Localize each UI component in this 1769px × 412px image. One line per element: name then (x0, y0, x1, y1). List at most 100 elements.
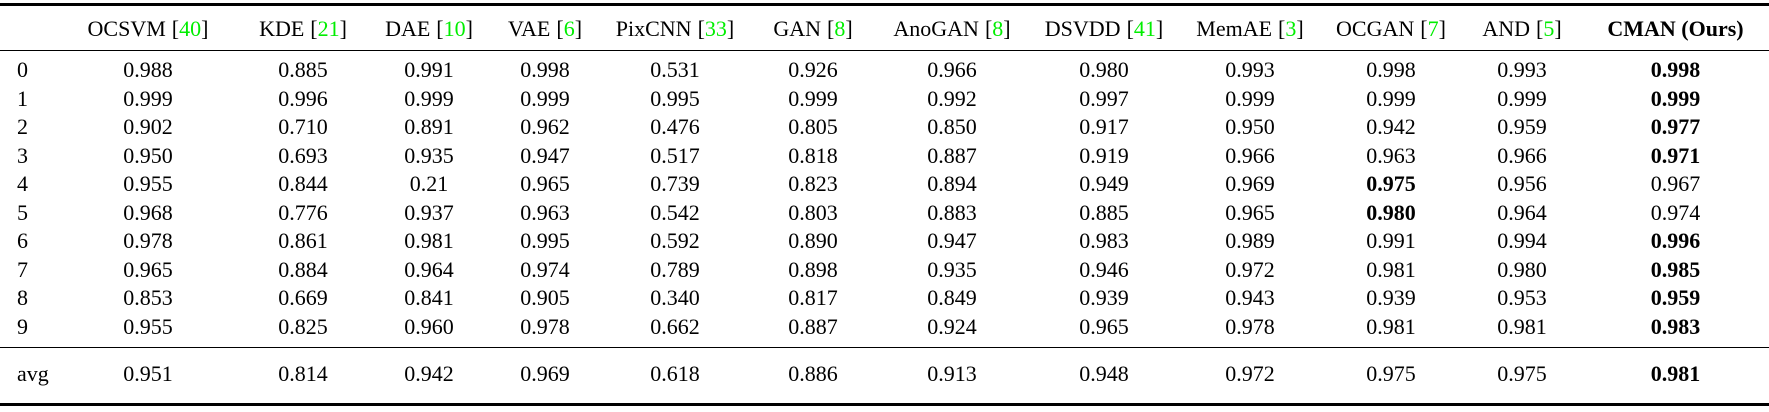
cell-1-ocgan: 0.999 (1366, 85, 1416, 111)
cell-6-vae: 0.995 (520, 228, 570, 253)
cell-2-ocsvm: 0.902 (123, 114, 173, 139)
cell-avg-kde: 0.814 (278, 361, 328, 386)
cell-4-gan: 0.823 (788, 171, 838, 196)
cell-6-pixcnn: 0.592 (650, 228, 700, 253)
cell-avg-dae: 0.942 (404, 361, 454, 386)
cell-7-ocgan: 0.981 (1366, 256, 1416, 282)
row-label-4: 4 (17, 171, 28, 196)
method-name: OCSVM (87, 16, 166, 41)
cell-6-memae: 0.989 (1225, 228, 1275, 253)
cell-3-memae: 0.966 (1225, 142, 1275, 168)
cell-4-pixcnn: 0.739 (650, 171, 700, 196)
cell-8-dsvdd: 0.939 (1079, 285, 1129, 310)
cell-9-gan: 0.887 (788, 313, 838, 339)
cell-3-kde: 0.693 (278, 142, 328, 168)
citation-bracket-open: [ (171, 16, 180, 41)
cell-avg-ocsvm: 0.951 (123, 361, 173, 386)
cell-6-ocsvm: 0.978 (123, 228, 173, 253)
citation-ref: [6] (556, 16, 582, 41)
citation-ref: [8] (985, 16, 1011, 41)
citation-number: 5 (1543, 16, 1555, 41)
cell-6-dae: 0.981 (404, 228, 454, 253)
cell-6-cman-ours: 0.996 (1650, 228, 1701, 253)
cell-5-ocgan: 0.980 (1366, 199, 1416, 225)
col-header-anogan: AnoGAN [8] (876, 5, 1028, 51)
cell-3-ocsvm: 0.950 (123, 142, 173, 168)
citation-bracket-open: [ (1278, 16, 1286, 41)
cell-9-ocgan: 0.981 (1366, 313, 1416, 339)
cell-2-anogan: 0.850 (927, 114, 977, 139)
citation-ref: [8] (827, 16, 853, 41)
cell-8-kde: 0.669 (278, 285, 328, 310)
col-header-cman-ours: CMAN (Ours) (1582, 5, 1769, 51)
cell-8-memae: 0.943 (1225, 285, 1275, 310)
cell-4-anogan: 0.894 (927, 171, 977, 196)
col-header-memae: MemAE [3] (1180, 5, 1320, 51)
row-label-5: 5 (17, 199, 28, 225)
cell-2-pixcnn: 0.476 (650, 114, 700, 139)
cell-8-pixcnn: 0.340 (650, 285, 700, 310)
cell-5-kde: 0.776 (278, 199, 328, 225)
row-label-1: 1 (17, 85, 28, 111)
citation-ref: [21] (310, 16, 347, 41)
cell-4-dsvdd: 0.949 (1079, 171, 1129, 196)
table-row-class-0: 0 0.988 0.885 0.991 0.998 0.531 0.926 0.966 0.98… (0, 51, 1769, 85)
cell-6-and: 0.994 (1497, 228, 1547, 253)
cell-8-gan: 0.817 (788, 285, 838, 310)
cell-9-cman-ours: 0.983 (1650, 313, 1701, 339)
cell-3-dae: 0.935 (404, 142, 454, 168)
cell-0-kde: 0.885 (278, 57, 328, 82)
citation-bracket-close: ] (726, 16, 735, 41)
cell-4-memae: 0.969 (1225, 171, 1275, 196)
citation-bracket-open: [ (1420, 16, 1428, 41)
cell-7-pixcnn: 0.789 (650, 256, 700, 282)
citation-number: 3 (1285, 16, 1297, 41)
cell-7-and: 0.980 (1497, 256, 1547, 282)
cell-5-ocsvm: 0.968 (123, 199, 173, 225)
table-row-class-6: 6 0.978 0.861 0.981 0.995 0.592 0.890 0.947 0.98… (0, 227, 1769, 256)
cell-0-gan: 0.926 (788, 57, 838, 82)
citation-bracket-open: [ (984, 16, 993, 41)
col-header-gan: GAN [8] (750, 5, 876, 51)
method-name: KDE (259, 16, 305, 41)
cell-2-and: 0.959 (1497, 114, 1547, 139)
cell-5-dae: 0.937 (404, 199, 454, 225)
cell-5-vae: 0.963 (520, 199, 570, 225)
citation-bracket-close: ] (1003, 16, 1011, 41)
cell-6-ocgan: 0.991 (1366, 228, 1416, 253)
cell-7-kde: 0.884 (278, 256, 328, 282)
cell-9-anogan: 0.924 (927, 313, 977, 339)
cell-6-kde: 0.861 (278, 228, 328, 253)
cell-8-dae: 0.841 (404, 285, 454, 310)
table-row-class-9: 9 0.955 0.825 0.960 0.978 0.662 0.887 0.924 0.96… (0, 313, 1769, 348)
cell-8-ocgan: 0.939 (1366, 285, 1416, 310)
cell-0-ocsvm: 0.988 (123, 57, 173, 82)
col-header-ocgan: OCGAN [7] (1320, 5, 1462, 51)
cell-avg-gan: 0.886 (788, 361, 838, 386)
method-name: DAE (385, 16, 431, 41)
col-header-and: AND [5] (1462, 5, 1582, 51)
citation-ref: [3] (1278, 16, 1304, 41)
cell-8-vae: 0.905 (520, 285, 570, 310)
cell-8-cman-ours: 0.959 (1650, 285, 1701, 310)
cell-3-vae: 0.947 (520, 142, 570, 168)
citation-ref: [7] (1420, 16, 1446, 41)
cell-avg-memae: 0.972 (1225, 361, 1275, 386)
table-body: 0 0.988 0.885 0.991 0.998 0.531 0.926 0.966 0.98… (0, 51, 1769, 348)
cell-4-ocgan: 0.975 (1366, 171, 1416, 196)
method-name: AND (1482, 16, 1530, 41)
table-foot: avg 0.951 0.814 0.942 0.969 0.618 0.886 0.913 0.… (0, 347, 1769, 405)
cell-8-and: 0.953 (1497, 285, 1547, 310)
cell-0-dae: 0.991 (404, 57, 454, 82)
table-row-class-2: 2 0.902 0.710 0.891 0.962 0.476 0.805 0.850 0.91… (0, 113, 1769, 142)
cell-6-dsvdd: 0.983 (1079, 228, 1129, 253)
citation-number: 33 (704, 16, 727, 41)
cell-7-gan: 0.898 (788, 256, 838, 282)
citation-bracket-close: ] (465, 16, 473, 41)
method-name: OCGAN (1336, 16, 1415, 41)
cell-avg-pixcnn: 0.618 (650, 361, 700, 386)
method-name: PixCNN (615, 16, 692, 41)
table-row-class-5: 5 0.968 0.776 0.937 0.963 0.542 0.803 0.883 0.88… (0, 199, 1769, 228)
citation-number: 6 (563, 16, 575, 41)
citation-number: 10 (443, 16, 466, 41)
